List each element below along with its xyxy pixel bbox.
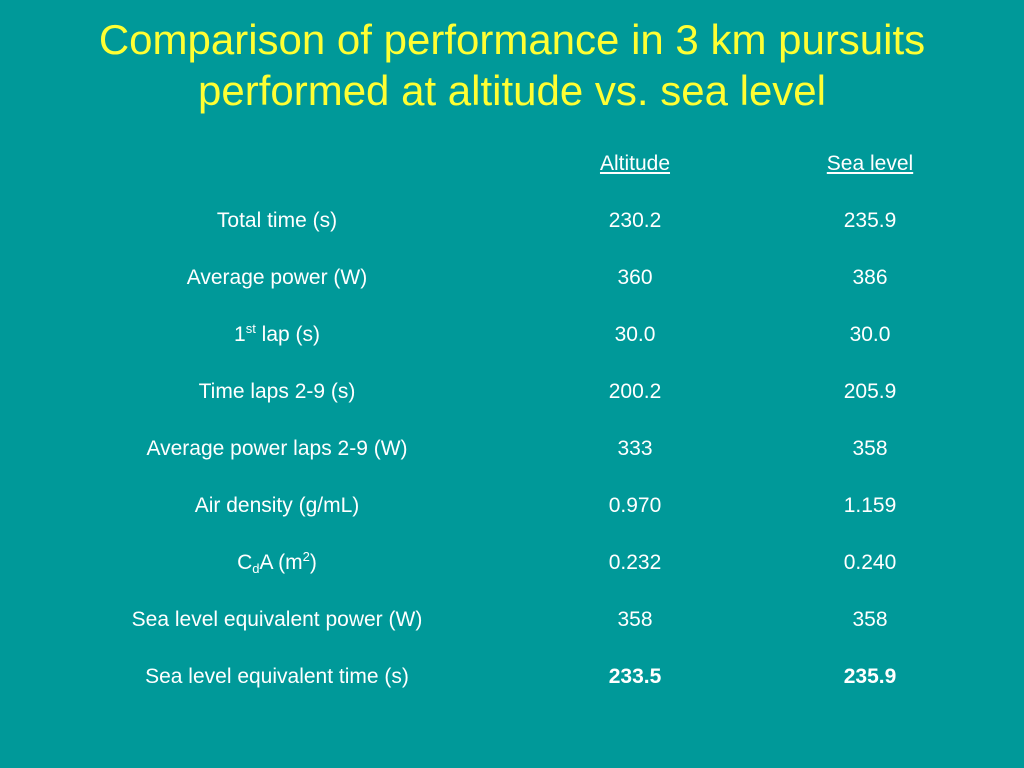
row-label: Average power (W) [186, 266, 368, 289]
row-label-part: ) [309, 551, 317, 574]
sea-level-value: 235.9 [843, 665, 897, 688]
table-row: 1st lap (s) 30.0 30.0 [0, 315, 1024, 355]
table-row: Time laps 2-9 (s) 200.2 205.9 [0, 372, 1024, 412]
slide-title: Comparison of performance in 3 km pursui… [0, 14, 1024, 116]
row-label: CdA (m2) [60, 543, 494, 583]
row-label-part: 1 [234, 323, 246, 346]
table-row: Average power (W) 360 386 [0, 258, 1024, 298]
row-label-superscript: st [245, 321, 256, 336]
slide-title-line2: performed at altitude vs. sea level [198, 67, 826, 114]
sea-level-value: 358 [852, 437, 888, 460]
table-row: Air density (g/mL) 0.970 1.159 [0, 486, 1024, 526]
slide-title-line1: Comparison of performance in 3 km pursui… [98, 16, 926, 63]
altitude-value: 30.0 [614, 323, 656, 346]
row-label-subscript: d [252, 561, 260, 576]
header-altitude: Altitude [599, 152, 671, 175]
row-label-part: A (m [259, 551, 303, 574]
row-label: Average power laps 2-9 (W) [146, 437, 408, 460]
altitude-value: 0.970 [608, 494, 662, 517]
altitude-value: 0.232 [608, 551, 662, 574]
altitude-value: 200.2 [608, 380, 662, 403]
row-label: 1st lap (s) [60, 315, 494, 355]
altitude-value: 358 [617, 608, 653, 631]
row-label-superscript: 2 [302, 549, 310, 564]
row-label: Time laps 2-9 (s) [198, 380, 356, 403]
sea-level-value: 235.9 [843, 209, 897, 232]
table-row: CdA (m2) 0.232 0.240 [0, 543, 1024, 583]
altitude-value: 233.5 [608, 665, 662, 688]
row-label-part: C [237, 551, 253, 574]
table-row: Sea level equivalent time (s) 233.5 235.… [0, 657, 1024, 697]
row-label: Air density (g/mL) [194, 494, 360, 517]
table-header-row: Altitude Sea level [0, 144, 1024, 184]
sea-level-value: 358 [852, 608, 888, 631]
sea-level-value: 30.0 [849, 323, 891, 346]
header-sea-level: Sea level [826, 152, 914, 175]
sea-level-value: 1.159 [843, 494, 897, 517]
row-label: Sea level equivalent time (s) [145, 665, 409, 688]
altitude-value: 230.2 [608, 209, 662, 232]
table-row: Sea level equivalent power (W) 358 358 [0, 600, 1024, 640]
table-row: Total time (s) 230.2 235.9 [0, 201, 1024, 241]
altitude-value: 333 [617, 437, 653, 460]
sea-level-value: 0.240 [843, 551, 897, 574]
row-label: Total time (s) [216, 209, 338, 232]
header-label [60, 144, 494, 184]
row-label: Sea level equivalent power (W) [131, 608, 423, 631]
sea-level-value: 386 [852, 266, 888, 289]
sea-level-value: 205.9 [843, 380, 897, 403]
altitude-value: 360 [617, 266, 653, 289]
row-label-part: lap (s) [255, 323, 320, 346]
table-row: Average power laps 2-9 (W) 333 358 [0, 429, 1024, 469]
